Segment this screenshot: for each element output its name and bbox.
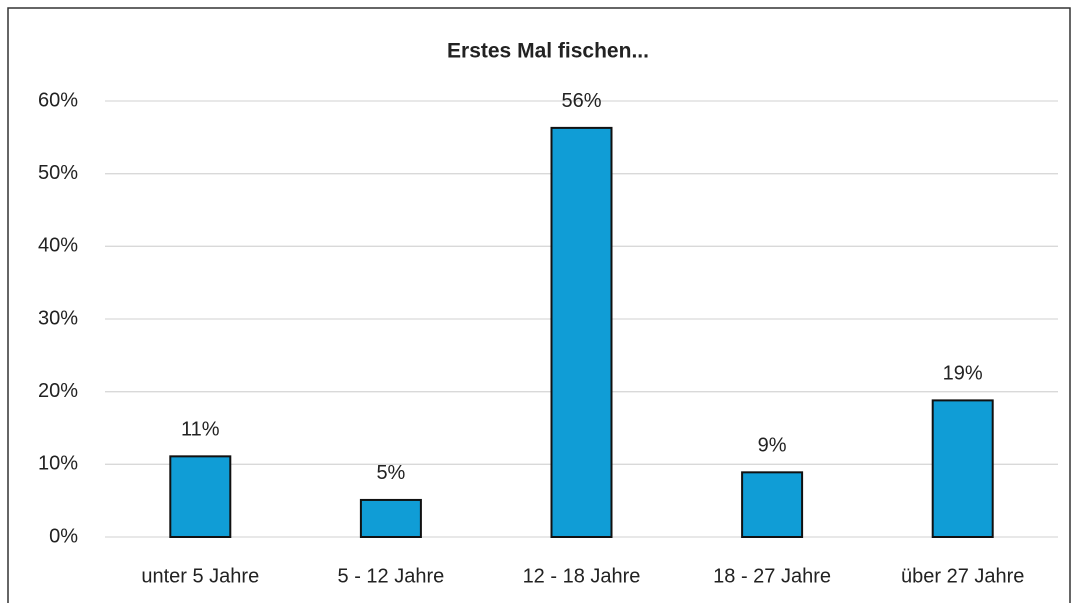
bar	[741, 471, 804, 538]
data-label: 9%	[758, 435, 787, 457]
data-label: 56%	[561, 90, 601, 112]
y-tick-label: 50%	[38, 162, 78, 184]
x-tick-label: über 27 Jahre	[901, 565, 1024, 587]
bar	[931, 399, 994, 538]
y-tick-label: 0%	[49, 525, 78, 547]
x-tick-label: unter 5 Jahre	[141, 565, 259, 587]
x-tick-label: 12 - 18 Jahre	[523, 565, 641, 587]
data-label: 5%	[376, 462, 405, 484]
y-tick-label: 60%	[38, 89, 78, 111]
y-tick-label: 40%	[38, 235, 78, 257]
y-tick-label: 20%	[38, 380, 78, 402]
y-tick-label: 10%	[38, 453, 78, 475]
x-tick-label: 18 - 27 Jahre	[713, 565, 831, 587]
y-tick-label: 30%	[38, 307, 78, 329]
data-label: 11%	[181, 419, 220, 441]
bar	[359, 498, 422, 539]
bar	[169, 455, 232, 538]
chart-frame	[7, 7, 1071, 603]
bar	[550, 126, 613, 539]
data-label: 19%	[943, 363, 983, 385]
x-tick-label: 5 - 12 Jahre	[338, 565, 445, 587]
chart-title: Erstes Mal fischen...	[447, 40, 649, 63]
